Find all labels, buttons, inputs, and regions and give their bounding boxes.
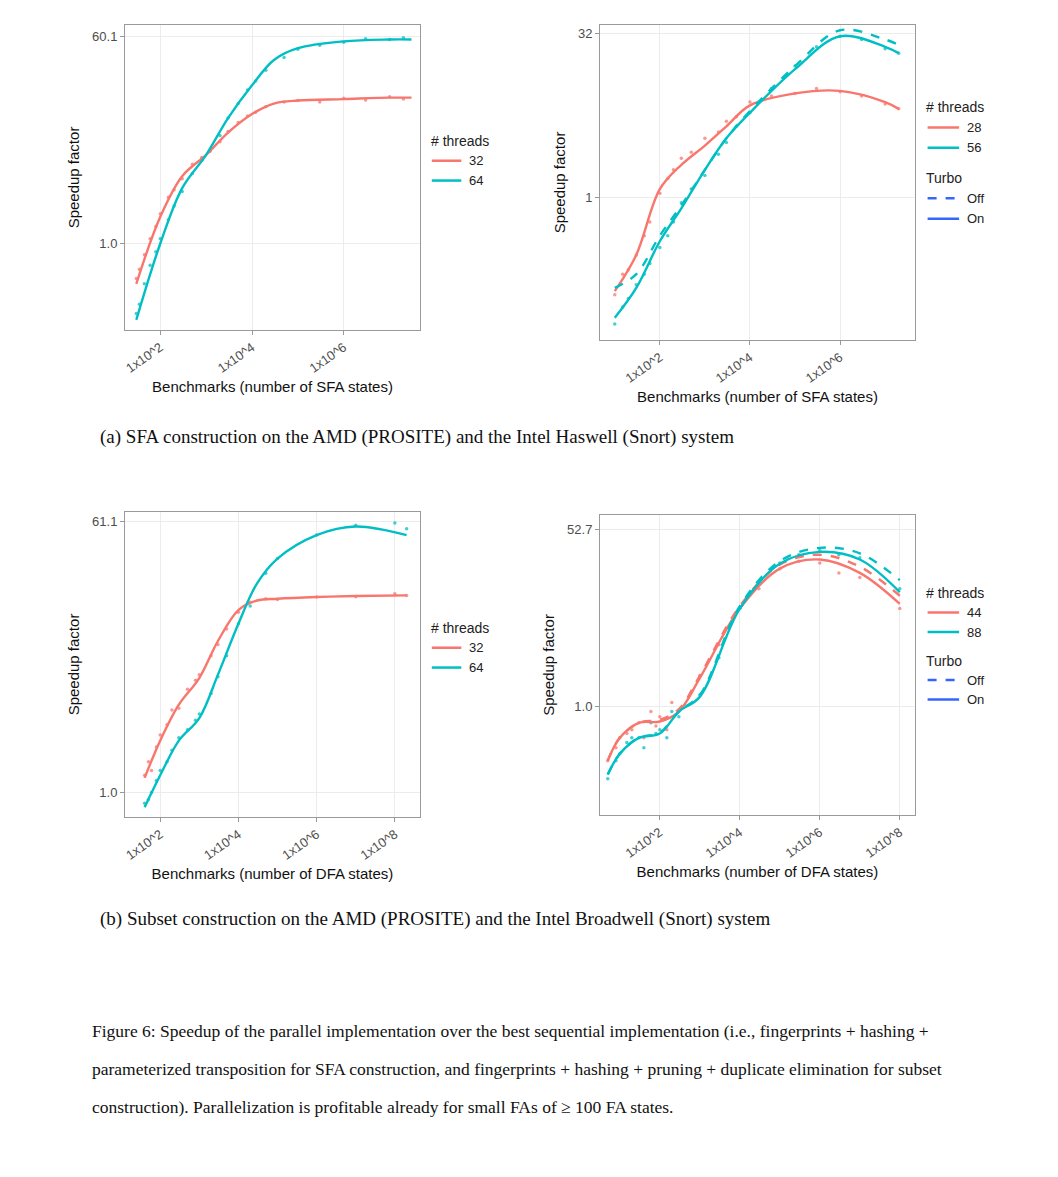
html-text:Figure 6: Speedup of the paral: Figure 6: Speedup of the parallel implem… xyxy=(92,1021,942,1117)
svg-text:1x10^4: 1x10^4 xyxy=(703,825,746,861)
svg-text:1x10^6: 1x10^6 xyxy=(307,340,350,376)
svg-text:Speedup factor: Speedup factor xyxy=(65,614,82,716)
svg-text:Benchmarks (number of DFA stat: Benchmarks (number of DFA states) xyxy=(152,865,394,882)
svg-text:1x10^4: 1x10^4 xyxy=(201,827,244,863)
html-text:(a) SFA construction on the AM: (a) SFA construction on the AMD (PROSITE… xyxy=(100,426,734,447)
svg-text:1: 1 xyxy=(585,190,592,205)
svg-text:61.1: 61.1 xyxy=(92,514,117,529)
svg-text:Off: Off xyxy=(967,673,984,688)
svg-text:1.0: 1.0 xyxy=(99,785,117,800)
svg-text:# threads: # threads xyxy=(431,620,489,636)
svg-text:On: On xyxy=(967,211,984,226)
svg-text:1x10^2: 1x10^2 xyxy=(623,825,666,861)
svg-text:1.0: 1.0 xyxy=(574,699,592,714)
html-text:(b) Subset construction on the: (b) Subset construction on the AMD (PROS… xyxy=(100,908,771,929)
svg-text:32: 32 xyxy=(469,153,483,168)
svg-text:1x10^8: 1x10^8 xyxy=(358,827,401,863)
svg-text:60.1: 60.1 xyxy=(92,29,117,44)
svg-text:# threads: # threads xyxy=(926,585,984,601)
svg-text:On: On xyxy=(967,692,984,707)
svg-text:Speedup factor: Speedup factor xyxy=(540,614,557,716)
svg-text:# threads: # threads xyxy=(431,133,489,149)
svg-text:32: 32 xyxy=(469,640,483,655)
svg-text:Turbo: Turbo xyxy=(926,170,962,186)
svg-text:88: 88 xyxy=(967,625,981,640)
svg-text:1x10^4: 1x10^4 xyxy=(713,350,756,386)
svg-text:1x10^6: 1x10^6 xyxy=(803,350,846,386)
svg-text:64: 64 xyxy=(469,173,483,188)
svg-text:1x10^4: 1x10^4 xyxy=(215,340,258,376)
svg-text:Benchmarks (number of SFA stat: Benchmarks (number of SFA states) xyxy=(637,388,878,405)
svg-text:# threads: # threads xyxy=(926,99,984,115)
svg-text:44: 44 xyxy=(967,605,981,620)
svg-text:56: 56 xyxy=(967,140,981,155)
svg-text:Benchmarks (number of SFA stat: Benchmarks (number of SFA states) xyxy=(152,378,393,395)
svg-text:28: 28 xyxy=(967,120,981,135)
svg-text:Speedup factor: Speedup factor xyxy=(551,132,568,234)
svg-text:1.0: 1.0 xyxy=(99,236,117,251)
svg-text:Turbo: Turbo xyxy=(926,653,962,669)
svg-text:32: 32 xyxy=(578,26,592,41)
svg-text:1x10^2: 1x10^2 xyxy=(123,340,166,376)
svg-text:1x10^6: 1x10^6 xyxy=(279,827,322,863)
svg-text:1x10^2: 1x10^2 xyxy=(123,827,166,863)
svg-text:64: 64 xyxy=(469,660,483,675)
svg-text:1x10^6: 1x10^6 xyxy=(783,825,826,861)
svg-text:1x10^8: 1x10^8 xyxy=(863,825,906,861)
svg-text:52.7: 52.7 xyxy=(567,522,592,537)
svg-text:Off: Off xyxy=(967,191,984,206)
svg-text:Benchmarks (number of DFA stat: Benchmarks (number of DFA states) xyxy=(637,863,879,880)
svg-text:Speedup factor: Speedup factor xyxy=(65,127,82,229)
svg-text:1x10^2: 1x10^2 xyxy=(623,350,666,386)
